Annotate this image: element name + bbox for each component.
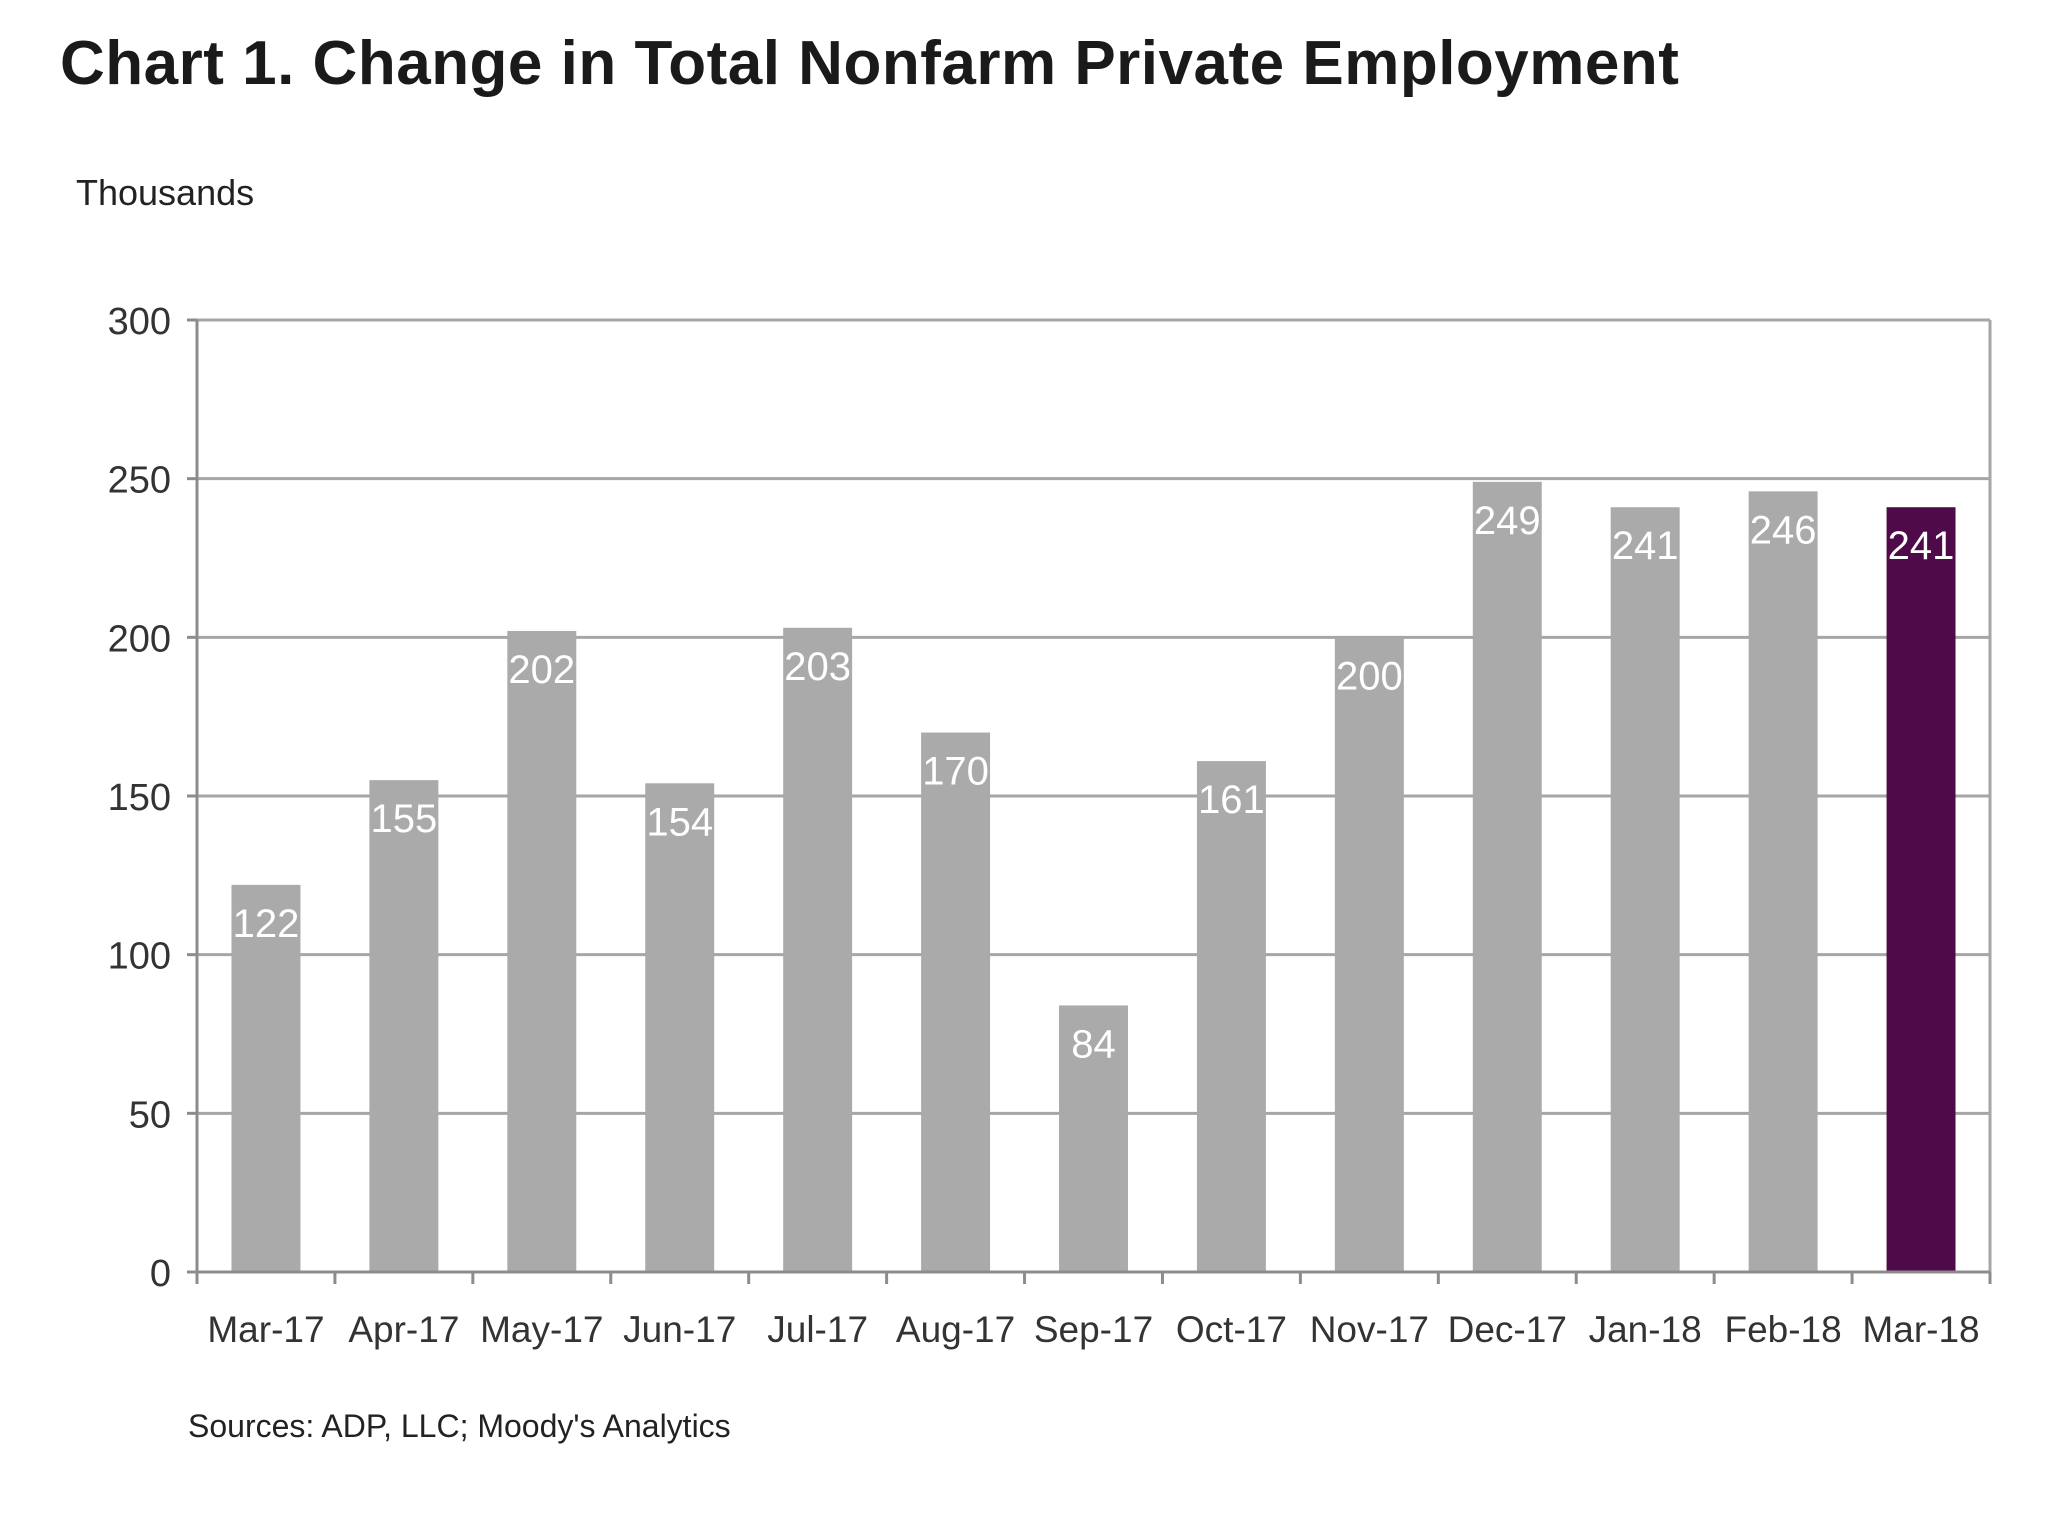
bar-data-label: 202 (508, 648, 575, 692)
x-tick-label: Dec-17 (1448, 1309, 1567, 1350)
bar-data-label: 170 (922, 750, 989, 794)
bar (1059, 1005, 1128, 1272)
x-tick-label: Aug-17 (896, 1309, 1015, 1350)
x-tick-label: Jul-17 (767, 1309, 868, 1350)
x-tick-label: Nov-17 (1310, 1309, 1429, 1350)
y-tick-label: 0 (150, 1253, 171, 1295)
x-tick-label: Feb-18 (1724, 1309, 1841, 1350)
bar (1472, 481, 1542, 1273)
x-tick-label: Mar-17 (207, 1309, 324, 1350)
bar-data-label: 161 (1198, 778, 1265, 822)
bar (1334, 637, 1404, 1272)
bar (1886, 507, 1956, 1272)
bar-data-label: 155 (371, 797, 438, 841)
bar (369, 780, 439, 1272)
bar-data-label: 241 (1612, 524, 1679, 568)
labels: 0 50 100 150 200 250 300 122 Mar-17 155 Apr-17 202 M… (108, 301, 1980, 1350)
bar (921, 732, 991, 1272)
bar-data-label: 246 (1750, 508, 1817, 552)
chart-title: Chart 1. Change in Total Nonfarm Private… (60, 29, 1680, 98)
x-tick-label: Apr-17 (348, 1309, 459, 1350)
bar-data-label: 154 (646, 800, 713, 844)
bar (1748, 491, 1818, 1272)
bar-data-label: 249 (1474, 499, 1541, 543)
bar (507, 630, 577, 1272)
bars (231, 481, 1956, 1273)
x-tick-label: Oct-17 (1176, 1309, 1287, 1350)
bar-data-label: 203 (784, 645, 851, 689)
bar-data-label: 200 (1336, 654, 1403, 698)
bar (645, 783, 715, 1272)
bar (1610, 507, 1680, 1272)
y-tick-label: 150 (108, 777, 171, 819)
bar (783, 627, 853, 1272)
bar-data-label: 122 (233, 902, 300, 946)
y-tick-label: 200 (108, 618, 171, 660)
x-tick-label: Mar-18 (1862, 1309, 1979, 1350)
bar (1196, 761, 1266, 1272)
source-note: Sources: ADP, LLC; Moody's Analytics (188, 1408, 731, 1444)
gridlines (197, 318, 1992, 1272)
bar (231, 884, 301, 1272)
y-tick-label: 100 (108, 936, 171, 978)
y-tick-label: 250 (108, 460, 171, 502)
bar-data-label: 241 (1888, 524, 1955, 568)
y-axis-unit-label: Thousands (76, 172, 255, 213)
x-tick-label: Sep-17 (1034, 1309, 1153, 1350)
y-tick-label: 300 (108, 301, 171, 343)
x-tick-label: Jan-18 (1589, 1309, 1702, 1350)
x-tick-label: Jun-17 (623, 1309, 736, 1350)
bar-data-label: 84 (1071, 1022, 1116, 1066)
x-tick-label: May-17 (480, 1309, 603, 1350)
y-tick-label: 50 (129, 1094, 171, 1136)
axes (187, 318, 1992, 1284)
